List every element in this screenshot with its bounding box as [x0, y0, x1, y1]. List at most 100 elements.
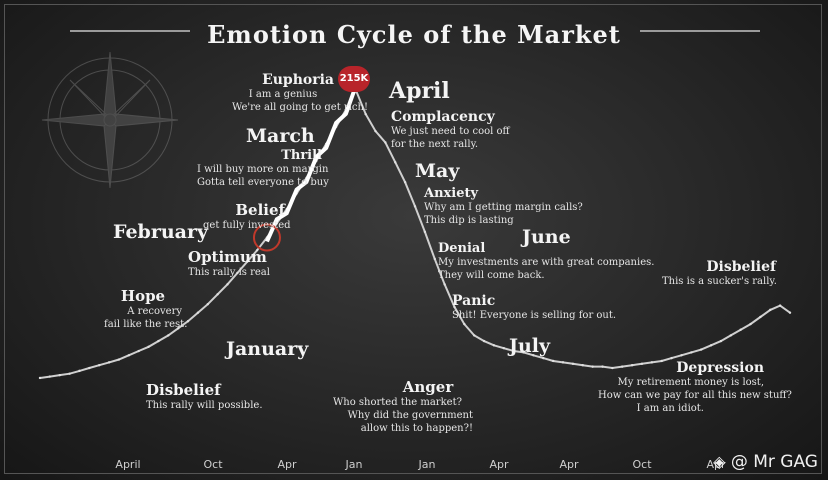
data-point — [394, 161, 397, 164]
data-point — [591, 365, 594, 368]
data-point — [739, 328, 742, 331]
data-point — [147, 345, 150, 348]
stage-name: Hope — [120, 287, 166, 305]
stage-text: I am an idiot. — [636, 403, 704, 414]
title-ornament-left — [70, 30, 190, 32]
data-point — [176, 327, 180, 330]
data-point — [512, 349, 515, 353]
data-point — [650, 361, 654, 364]
stage-text: Shit! Everyone is selling for out. — [452, 310, 617, 321]
x-tick-label: Oct — [632, 458, 652, 471]
data-point — [127, 354, 131, 357]
stage-disbelief-start: Disbelief This rally will possible. — [146, 381, 263, 412]
x-tick-label: Jan — [418, 458, 436, 471]
data-point — [492, 344, 496, 347]
x-tick-label: Apr — [277, 458, 297, 471]
stage-optimum: Optimum This rally is real — [188, 248, 270, 279]
data-point — [453, 305, 456, 309]
stage-panic: Panic Shit! Everyone is selling for out. — [452, 293, 616, 322]
data-point — [68, 372, 71, 375]
month-march: March — [246, 125, 315, 147]
data-point — [246, 260, 249, 263]
data-point — [502, 346, 506, 350]
month-june: June — [522, 226, 571, 248]
stage-hope: Hope A recovery fail like the rest. — [104, 287, 188, 331]
stage-text: We're all going to get rich! — [232, 102, 368, 113]
stage-text: fail like the rest. — [104, 319, 188, 330]
month-february: February — [113, 221, 209, 243]
data-point — [551, 359, 555, 363]
stage-name: Belief — [235, 201, 285, 219]
stage-text: I will buy more on margin — [197, 164, 329, 175]
stage-name: Disbelief — [146, 381, 221, 399]
stage-anger: Anger Who shorted the market? Why did th… — [333, 378, 473, 435]
stage-text: How can we pay for all this new stuff? — [598, 390, 792, 401]
stage-text: get fully invested — [203, 220, 291, 231]
data-point — [413, 205, 417, 208]
brand-diamond-icon: ◈ — [713, 452, 726, 471]
data-point — [374, 129, 377, 133]
stage-denial: Denial My investments are with great com… — [438, 241, 654, 282]
data-point — [206, 303, 209, 306]
stage-thrill: Thrill I will buy more on margin Gotta t… — [197, 148, 329, 189]
data-point — [88, 366, 91, 370]
data-point — [236, 271, 239, 275]
data-point — [709, 344, 713, 347]
data-point — [117, 358, 121, 361]
data-point — [107, 361, 111, 364]
x-tick-label: April — [115, 458, 140, 471]
data-point — [186, 320, 190, 323]
data-point — [384, 141, 387, 144]
month-january: January — [226, 338, 309, 360]
stage-complacency: Complacency We just need to cool off for… — [391, 109, 510, 151]
data-point — [699, 348, 703, 351]
data-point — [571, 362, 575, 365]
stage-name: Disbelief — [706, 259, 776, 275]
data-point — [196, 311, 200, 314]
stage-name: Anxiety — [424, 186, 479, 201]
stage-name: Thrill — [281, 148, 322, 163]
data-point — [601, 365, 604, 368]
data-point — [364, 112, 367, 116]
data-point — [226, 283, 229, 286]
stage-euphoria: Euphoria I am a genius We're all going t… — [232, 72, 368, 114]
x-tick-label: Apr — [559, 458, 579, 471]
data-point — [680, 354, 683, 357]
data-point — [463, 322, 466, 326]
x-tick-label: Jan — [345, 458, 363, 471]
data-point — [788, 311, 792, 314]
data-point — [482, 339, 486, 343]
data-point — [58, 373, 61, 377]
frame-border — [4, 4, 822, 474]
data-point — [729, 334, 732, 337]
stage-text: My retirement money is lost, — [617, 377, 764, 388]
data-point — [157, 339, 160, 343]
stage-text: I am a genius — [248, 89, 318, 100]
x-tick-label: Apr — [706, 458, 726, 471]
stage-name: Denial — [438, 241, 486, 256]
stage-text: Gotta tell everyone to buy — [197, 177, 329, 188]
data-point — [78, 369, 81, 373]
data-point — [611, 366, 614, 370]
month-may: May — [415, 160, 460, 182]
data-point — [473, 334, 476, 337]
month-july: July — [509, 335, 551, 357]
data-point — [660, 359, 663, 363]
stage-text: Why am I getting margin calls? — [424, 202, 583, 213]
data-point — [670, 356, 673, 360]
stage-belief: Belief get fully invested — [203, 201, 291, 232]
stage-depression: Depression My retirement money is lost, … — [598, 360, 792, 415]
data-point — [542, 356, 545, 360]
stage-text: This is a sucker's rally. — [662, 276, 777, 287]
data-point — [423, 230, 427, 234]
stage-text: This rally is real — [188, 267, 270, 278]
data-point — [255, 249, 259, 252]
data-point — [167, 334, 170, 337]
data-point — [690, 351, 693, 354]
stage-anxiety: Anxiety Why am I getting margin calls? T… — [424, 186, 583, 227]
data-point — [98, 364, 101, 367]
data-point — [137, 349, 140, 353]
